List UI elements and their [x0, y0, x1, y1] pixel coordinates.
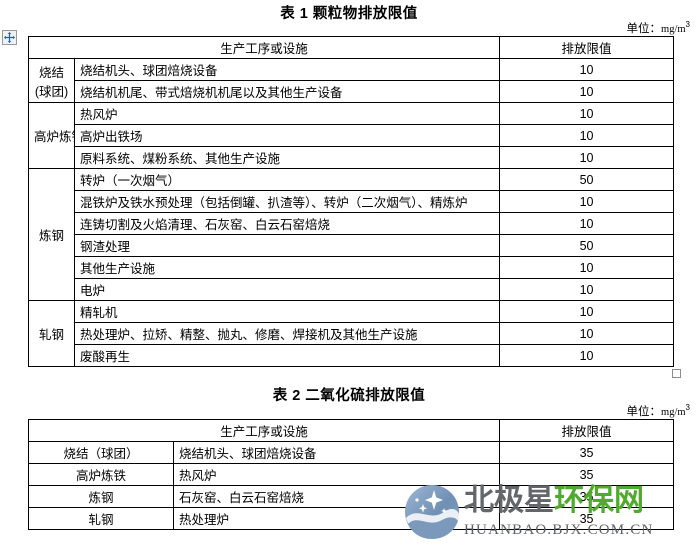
table2-header-row: 生产工序或设施 排放限值 — [27, 419, 675, 442]
cell-process-name: 转炉（一次烟气） — [73, 168, 501, 191]
so2-emission-limits-table: 生产工序或设施 排放限值 烧结（球团） 烧结机头、球团焙烧设备 35 高炉炼铁 热风炉 3… — [27, 419, 675, 530]
table1-col-header-limit: 排放限值 — [499, 36, 675, 59]
cell-process-name: 混铁炉及铁水预处理（包括倒罐、扒渣等）、转炉（二次烟气）、精炼炉 — [73, 190, 501, 213]
cell-process-group: 轧钢 — [28, 300, 75, 367]
table-move-handle-icon[interactable] — [2, 30, 17, 45]
table1-resize-handle-icon[interactable] — [672, 369, 682, 378]
table-row: 热处理炉、拉矫、精整、抛丸、修磨、焊接机及其他生产设施 10 — [29, 322, 675, 345]
cell-process-group: 炼钢 — [28, 168, 75, 301]
table1-title-wrap: 表 1 颗粒物排放限值 — [0, 2, 698, 23]
table2-unit-wrap: 单位：mg/m3 — [0, 403, 698, 419]
cell-process-name: 废酸再生 — [73, 344, 501, 367]
cell-process-name: 热风炉 — [73, 102, 501, 125]
cell-process-group: 烧结 (球团) — [28, 58, 75, 103]
unit-superscript-1: 3 — [685, 20, 690, 30]
cell-emission-limit: 10 — [499, 124, 675, 147]
table-row: 原料系统、煤粉系统、其他生产设施 10 — [29, 146, 675, 169]
cell-emission-limit: 10 — [499, 58, 675, 81]
table1-header-row: 生产工序或设施 排放限值 — [27, 36, 675, 59]
cell-emission-limit: 50 — [499, 168, 675, 191]
cell-process-name: 连铸切割及火焰清理、石灰窑、白云石窑焙烧 — [73, 212, 501, 235]
unit-prefix-2: 单位： — [626, 406, 662, 418]
table-row: 废酸再生 10 — [29, 344, 675, 367]
table-row: 其他生产设施 10 — [29, 256, 675, 279]
table-row: 高炉炼铁 热风炉 35 — [28, 463, 675, 486]
table-row: 炼钢 转炉（一次烟气） 50 — [28, 168, 675, 301]
cell-process-name: 电炉 — [73, 278, 501, 301]
cell-process-group: 高炉炼铁 — [28, 463, 174, 486]
table2-title: 表 2 二氧化硫排放限值 — [272, 388, 426, 404]
cell-emission-limit: 10 — [499, 300, 675, 323]
cell-process-name: 热风炉 — [172, 463, 501, 486]
cell-process-group: 炼钢 — [28, 485, 174, 508]
cell-emission-limit: 35 — [499, 463, 675, 486]
table1-body: 烧结 (球团) 烧结机头、球团焙烧设备 10 烧结机机尾、带式焙烧机机尾以及其他生产设备… — [28, 58, 675, 367]
cell-process-name: 钢渣处理 — [73, 234, 501, 257]
table1-unit-wrap: 单位：mg/m3 — [0, 20, 698, 36]
table2-col-header-process: 生产工序或设施 — [27, 419, 501, 442]
table-row: 轧钢 热处理炉 35 — [28, 507, 675, 530]
table-row: 混铁炉及铁水预处理（包括倒罐、扒渣等）、转炉（二次烟气）、精炼炉 10 — [29, 190, 675, 213]
unit-superscript-2: 3 — [685, 403, 690, 413]
cell-process-name: 烧结机头、球团焙烧设备 — [172, 441, 501, 464]
table2-header: 生产工序或设施 排放限值 — [27, 419, 675, 442]
cell-emission-limit: 10 — [499, 190, 675, 213]
particulate-emission-limits-table: 生产工序或设施 排放限值 烧结 (球团) 烧结机头、球团焙烧设备 10 烧结机机尾、带式… — [27, 36, 675, 367]
cell-process-name: 石灰窑、白云石窑焙烧 — [172, 485, 501, 508]
table1-col-header-process: 生产工序或设施 — [27, 36, 501, 59]
table1-header: 生产工序或设施 排放限值 — [27, 36, 675, 59]
cell-emission-limit: 10 — [499, 102, 675, 125]
cell-process-name: 烧结机头、球团焙烧设备 — [73, 58, 501, 81]
unit-value-1: mg/m — [661, 24, 686, 35]
cell-emission-limit: 35 — [499, 485, 675, 508]
cell-emission-limit: 10 — [499, 344, 675, 367]
cell-process-name: 精轧机 — [73, 300, 501, 323]
cell-emission-limit: 10 — [499, 256, 675, 279]
table-row: 烧结机机尾、带式焙烧机机尾以及其他生产设备 10 — [29, 80, 675, 103]
cell-process-name: 烧结机机尾、带式焙烧机机尾以及其他生产设备 — [73, 80, 501, 103]
table2-col-header-limit: 排放限值 — [499, 419, 675, 442]
cell-emission-limit: 50 — [499, 234, 675, 257]
cell-process-name: 热处理炉 — [172, 507, 501, 530]
table2-unit-label: 单位：mg/m3 — [0, 403, 698, 419]
unit-prefix-1: 单位： — [626, 23, 662, 35]
cell-emission-limit: 10 — [499, 80, 675, 103]
table-row: 电炉 10 — [29, 278, 675, 301]
table-row: 烧结 (球团) 烧结机头、球团焙烧设备 10 — [28, 58, 675, 103]
table-row: 炼钢 石灰窑、白云石窑焙烧 35 — [28, 485, 675, 508]
table-row: 高炉出铁场 10 — [29, 124, 675, 147]
table1-unit-label: 单位：mg/m3 — [0, 20, 698, 36]
cell-emission-limit: 10 — [499, 322, 675, 345]
cell-emission-limit: 35 — [499, 441, 675, 464]
cell-emission-limit: 10 — [499, 146, 675, 169]
table-row: 烧结（球团） 烧结机头、球团焙烧设备 35 — [28, 441, 675, 464]
cell-process-group: 烧结（球团） — [28, 441, 174, 464]
table2-body: 烧结（球团） 烧结机头、球团焙烧设备 35 高炉炼铁 热风炉 35 炼钢 石灰窑、白云石窑焙烧… — [28, 441, 675, 530]
table1-title: 表 1 颗粒物排放限值 — [280, 6, 418, 22]
table2-title-wrap: 表 2 二氧化硫排放限值 — [0, 384, 698, 405]
cell-process-name: 热处理炉、拉矫、精整、抛丸、修磨、焊接机及其他生产设施 — [73, 322, 501, 345]
table-row: 连铸切割及火焰清理、石灰窑、白云石窑焙烧 10 — [29, 212, 675, 235]
cell-emission-limit: 10 — [499, 212, 675, 235]
cell-process-group: 轧钢 — [28, 507, 174, 530]
cell-process-group: 高炉炼铁 — [28, 102, 75, 169]
cell-process-name: 高炉出铁场 — [73, 124, 501, 147]
cell-emission-limit: 10 — [499, 278, 675, 301]
table-row: 高炉炼铁热风炉10 — [28, 102, 675, 169]
cell-emission-limit: 35 — [499, 507, 675, 530]
table-row: 钢渣处理 50 — [29, 234, 675, 257]
cell-process-name: 原料系统、煤粉系统、其他生产设施 — [73, 146, 501, 169]
cell-process-name: 其他生产设施 — [73, 256, 501, 279]
table-row: 轧钢 精轧机 10 — [28, 300, 675, 367]
unit-value-2: mg/m — [661, 407, 686, 418]
